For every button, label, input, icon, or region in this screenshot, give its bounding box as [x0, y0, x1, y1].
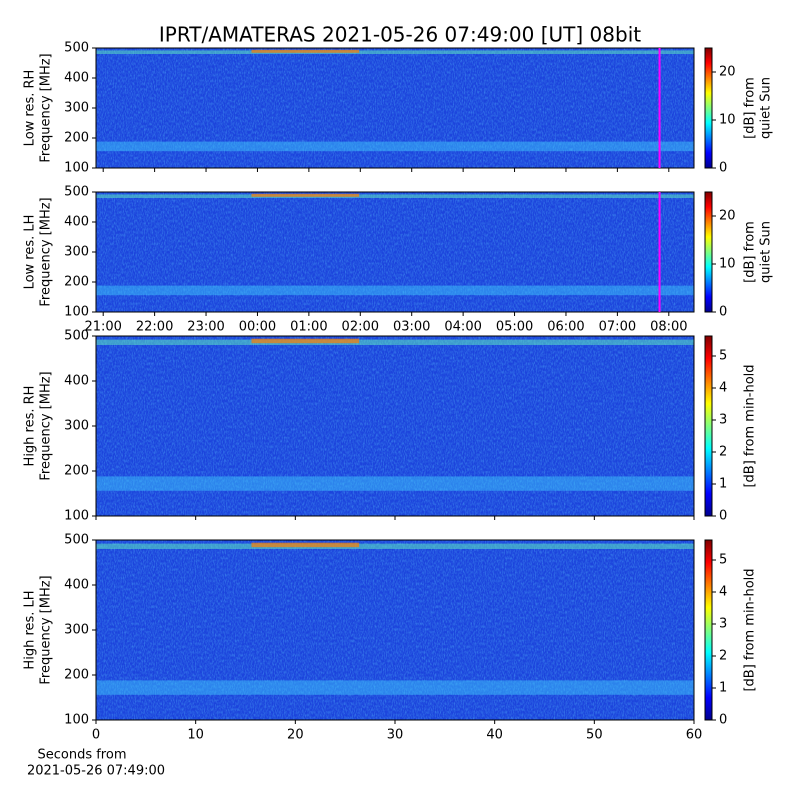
y-tick-label: 500 [64, 41, 89, 56]
colorbar-tick-label: 3 [719, 617, 727, 632]
colorbar [704, 539, 713, 721]
colorbar-label: [dB] from min-hold [743, 364, 758, 487]
y-axis-label: Frequency [MHz] [39, 53, 54, 162]
colorbar-label: quiet Sun [759, 77, 774, 139]
x-tick-label: 40 [486, 728, 503, 743]
spectrogram-band [251, 193, 360, 197]
colorbar-tick-label: 0 [719, 305, 727, 320]
x-tick-label: 0 [92, 728, 100, 743]
colorbar-tick-label: 5 [719, 349, 727, 364]
y-axis-label: Low res. LH [23, 215, 38, 290]
y-tick-label: 200 [64, 131, 89, 146]
x-tick-label: 20 [287, 728, 304, 743]
x-tick-label: 04:00 [444, 320, 481, 335]
x-tick-label: 00:00 [239, 320, 276, 335]
y-tick-label: 300 [64, 245, 89, 260]
colorbar [704, 47, 713, 169]
y-tick-label: 400 [64, 374, 89, 389]
y-tick-label: 200 [64, 668, 89, 683]
colorbar-tick-label: 1 [719, 477, 727, 492]
x-tick-label: 01:00 [290, 320, 327, 335]
x-tick-label: 08:00 [650, 320, 687, 335]
y-tick-label: 200 [64, 275, 89, 290]
y-tick-label: 500 [64, 185, 89, 200]
y-axis-label: Low res. RH [23, 70, 38, 147]
x-tick-label: 21:00 [84, 320, 121, 335]
x-tick-label: 50 [586, 728, 603, 743]
y-tick-label: 400 [64, 71, 89, 86]
spectrogram-texture [96, 540, 694, 720]
y-axis-label: Frequency [MHz] [39, 575, 54, 684]
colorbar-tick-label: 0 [719, 713, 727, 728]
colorbar-tick-label: 2 [719, 649, 727, 664]
spectrogram-band [96, 339, 694, 345]
y-tick-label: 500 [64, 329, 89, 344]
spectrogram-texture [96, 48, 694, 168]
colorbar-label: [dB] from [743, 77, 758, 139]
y-tick-label: 500 [64, 533, 89, 548]
colorbar-tick-label: 1 [719, 681, 727, 696]
y-tick-label: 300 [64, 623, 89, 638]
spectrogram-band [251, 49, 360, 53]
spectrogram-band [96, 194, 694, 198]
spectrogram-band [96, 680, 694, 695]
spectrogram-band [96, 50, 694, 54]
colorbar-tick-label: 5 [719, 553, 727, 568]
y-tick-label: 300 [64, 419, 89, 434]
y-tick-label: 400 [64, 215, 89, 230]
x-tick-label: 22:00 [136, 320, 173, 335]
colorbar-label: [dB] from [743, 221, 758, 283]
x-tick-label: 02:00 [342, 320, 379, 335]
colorbar-tick-label: 20 [719, 65, 736, 80]
x-axis-label: 2021-05-26 07:49:00 [27, 764, 165, 779]
spectrogram-band [96, 476, 694, 491]
y-tick-label: 100 [64, 713, 89, 728]
colorbar-tick-label: 2 [719, 445, 727, 460]
spectrogram-band [251, 542, 360, 548]
x-tick-label: 23:00 [187, 320, 224, 335]
y-axis-label: High res. LH [23, 590, 38, 669]
y-axis-label: High res. RH [23, 386, 38, 467]
y-tick-label: 200 [64, 464, 89, 479]
colorbar-tick-label: 10 [719, 257, 736, 272]
x-tick-label: 30 [387, 728, 404, 743]
y-axis-label: Frequency [MHz] [39, 371, 54, 480]
colorbar-tick-label: 10 [719, 113, 736, 128]
x-tick-label: 03:00 [393, 320, 430, 335]
y-tick-label: 100 [64, 305, 89, 320]
spectrogram-texture [96, 192, 694, 312]
colorbar-tick-label: 4 [719, 585, 727, 600]
colorbar [704, 191, 713, 313]
x-tick-label: 60 [686, 728, 703, 743]
colorbar-label: [dB] from min-hold [743, 568, 758, 691]
spectrogram-band [251, 338, 360, 344]
spectrogram-band [96, 141, 694, 152]
colorbar-tick-label: 0 [719, 161, 727, 176]
x-tick-label: 06:00 [547, 320, 584, 335]
x-axis-label: Seconds from [37, 748, 126, 763]
spectrogram-texture [96, 336, 694, 516]
colorbar-label: quiet Sun [759, 221, 774, 283]
y-tick-label: 100 [64, 161, 89, 176]
colorbar-tick-label: 3 [719, 413, 727, 428]
y-tick-label: 400 [64, 578, 89, 593]
y-tick-label: 100 [64, 509, 89, 524]
colorbar-tick-label: 20 [719, 209, 736, 224]
x-tick-label: 10 [187, 728, 204, 743]
spectrogram-band [96, 543, 694, 549]
x-tick-label: 05:00 [496, 320, 533, 335]
spectrogram-band [96, 285, 694, 296]
x-tick-label: 07:00 [599, 320, 636, 335]
colorbar-tick-label: 4 [719, 381, 727, 396]
colorbar-tick-label: 0 [719, 509, 727, 524]
chart-title: IPRT/AMATERAS 2021-05-26 07:49:00 [UT] 0… [159, 23, 641, 47]
colorbar [704, 335, 713, 517]
y-axis-label: Frequency [MHz] [39, 197, 54, 306]
y-tick-label: 300 [64, 101, 89, 116]
